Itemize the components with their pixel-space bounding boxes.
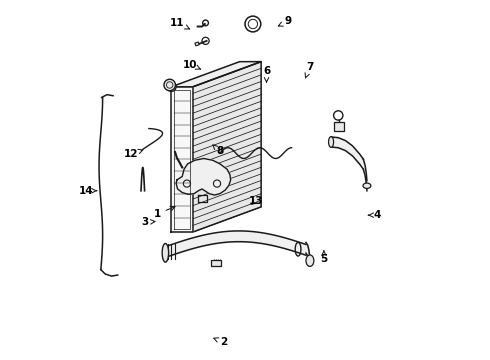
- Polygon shape: [193, 62, 261, 232]
- Text: 4: 4: [368, 210, 381, 220]
- Text: 1: 1: [153, 206, 175, 219]
- Text: 14: 14: [79, 186, 97, 196]
- Text: 5: 5: [320, 251, 327, 264]
- Text: 12: 12: [124, 149, 143, 159]
- Text: 9: 9: [278, 17, 292, 27]
- Text: 2: 2: [214, 337, 227, 347]
- Bar: [334, 122, 344, 131]
- Text: 11: 11: [170, 18, 190, 29]
- Text: 6: 6: [263, 66, 270, 82]
- Text: 8: 8: [213, 145, 223, 156]
- Bar: [195, 42, 199, 46]
- Ellipse shape: [162, 243, 169, 262]
- Polygon shape: [172, 62, 261, 87]
- Circle shape: [164, 79, 175, 91]
- Text: 3: 3: [141, 217, 155, 227]
- Ellipse shape: [363, 183, 371, 188]
- Ellipse shape: [329, 136, 334, 147]
- Text: 10: 10: [183, 59, 200, 69]
- Polygon shape: [176, 158, 231, 195]
- Circle shape: [167, 82, 176, 91]
- Text: 13: 13: [248, 196, 263, 206]
- Text: 7: 7: [305, 62, 313, 78]
- Polygon shape: [172, 87, 193, 232]
- FancyBboxPatch shape: [211, 260, 221, 266]
- Ellipse shape: [306, 255, 314, 266]
